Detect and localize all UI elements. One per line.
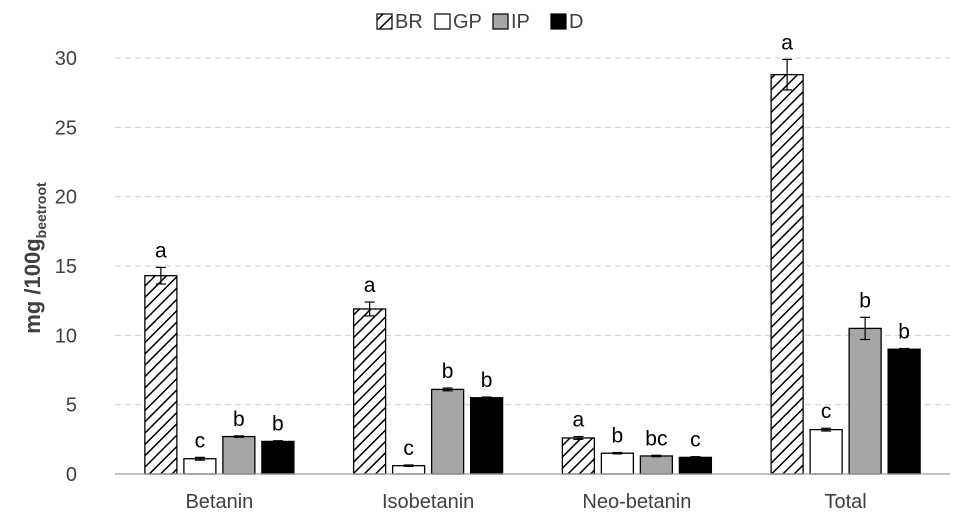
legend-swatch-ip (492, 13, 509, 30)
significance-letter: a (781, 31, 793, 54)
significance-letter: b (859, 289, 871, 312)
y-axis-label-subscript: beetroot (33, 182, 49, 238)
x-tick-label: Total (825, 491, 867, 512)
legend-label-d: D (569, 11, 583, 33)
y-tick-label: 15 (55, 256, 77, 278)
legend-swatch-gp (434, 13, 451, 30)
legend-label-br: BR (395, 11, 423, 33)
legend: BR GP IP D (376, 11, 583, 33)
bar-ip-total (848, 327, 882, 475)
bar-ip-neo-betanin (639, 455, 674, 475)
legend-swatch-d (550, 13, 567, 30)
y-tick-label: 25 (55, 117, 77, 139)
significance-letter: c (403, 437, 414, 460)
significance-letter: c (690, 429, 701, 452)
bar-br-isobetanin (352, 308, 387, 475)
legend-label-ip: IP (511, 11, 530, 33)
y-tick-label: 5 (66, 395, 77, 417)
bar-d-neo-betanin (678, 456, 713, 475)
significance-letter: c (821, 400, 832, 423)
significance-letter: b (481, 369, 493, 392)
significance-letter: b (442, 360, 454, 383)
y-tick-label: 30 (55, 48, 77, 70)
significance-letter: b (612, 425, 624, 448)
bar-gp-neo-betanin (600, 452, 635, 475)
y-tick-label: 0 (66, 464, 77, 486)
bar-d-isobetanin (469, 397, 504, 475)
significance-letter: b (272, 413, 284, 436)
significance-letter: a (573, 409, 585, 432)
y-tick-label: 20 (55, 187, 77, 209)
significance-letter: bc (645, 427, 667, 450)
x-tick-label: Betanin (185, 491, 253, 512)
significance-letter: a (364, 274, 376, 297)
bar-d-betanin (261, 440, 295, 475)
x-tick-label: Neo-betanin (582, 491, 691, 512)
y-axis: 0 5 10 15 20 25 30 (55, 48, 77, 486)
legend-label-gp: GP (453, 11, 482, 33)
bar-br-neo-betanin (561, 437, 596, 475)
bar-ip-isobetanin (430, 388, 465, 475)
legend-swatch-br (376, 13, 393, 30)
bar-br-betanin (144, 275, 178, 475)
bar-gp-betanin (183, 458, 217, 475)
significance-letter: b (898, 321, 910, 344)
x-axis: Betanin Isobetanin Neo-betanin Total (115, 473, 950, 512)
bar-ip-betanin (222, 435, 256, 475)
significance-letter: b (233, 408, 245, 431)
gridlines (115, 57, 950, 406)
x-tick-label: Isobetanin (382, 491, 474, 512)
bar-gp-total (809, 428, 843, 475)
y-axis-label-main: mg /100g (20, 238, 45, 333)
bar-br-total (770, 73, 804, 475)
y-axis-label: mg /100gbeetroot (20, 182, 49, 334)
significance-letter: a (155, 239, 167, 262)
y-tick-label: 10 (55, 325, 77, 347)
significance-letter: c (195, 429, 206, 452)
bar-d-total (887, 348, 921, 475)
